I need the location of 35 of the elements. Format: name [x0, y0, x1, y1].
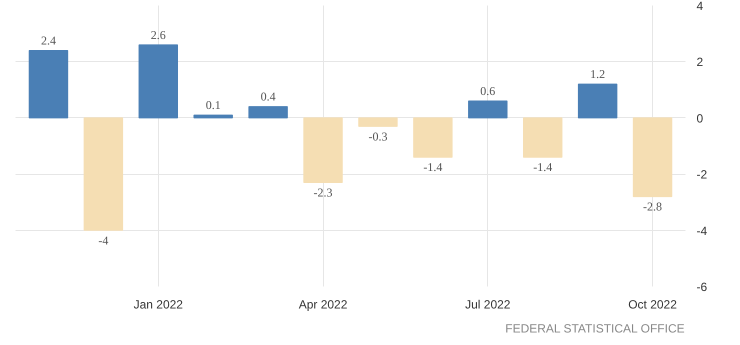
- bar: [632, 117, 672, 198]
- bar: [468, 100, 508, 118]
- x-tick-label: Jan 2022: [134, 298, 184, 312]
- bar: [84, 117, 124, 231]
- data-label: 0.4: [260, 90, 276, 104]
- data-label: -2.8: [643, 200, 662, 214]
- data-label: -4: [98, 233, 108, 248]
- x-tick-label: Oct 2022: [628, 298, 678, 312]
- bar: [358, 117, 398, 127]
- bar: [138, 44, 178, 118]
- bar: [413, 117, 453, 158]
- text: FEDERAL STATISTICAL OFFICE: [505, 322, 685, 336]
- bar: [303, 117, 343, 184]
- data-label: -0.3: [368, 129, 388, 144]
- bar: [28, 50, 68, 118]
- y-tick-label: 0: [696, 111, 704, 126]
- bar: [193, 114, 233, 118]
- x-tick-label: Apr 2022: [298, 298, 348, 312]
- bar: [578, 84, 618, 118]
- bar: [248, 106, 288, 118]
- data-label: 2.6: [150, 28, 166, 42]
- y-tick-label: -2: [696, 168, 708, 182]
- data-label: -2.3: [314, 186, 333, 200]
- y-tick-label: -6: [696, 280, 708, 294]
- data-label: -1.4: [533, 160, 552, 174]
- bar: [522, 117, 562, 158]
- data-label: 1.2: [590, 67, 606, 82]
- data-label: -1.4: [423, 160, 442, 174]
- x-tick-label: Jul 2022: [465, 298, 511, 312]
- data-label: 0.6: [480, 84, 496, 98]
- y-tick-label: 2: [696, 55, 704, 70]
- y-tick-label: -4: [696, 224, 708, 238]
- y-tick-label: 4: [696, 0, 704, 13]
- data-label: 0.1: [206, 98, 221, 112]
- data-label: 2.4: [40, 33, 56, 48]
